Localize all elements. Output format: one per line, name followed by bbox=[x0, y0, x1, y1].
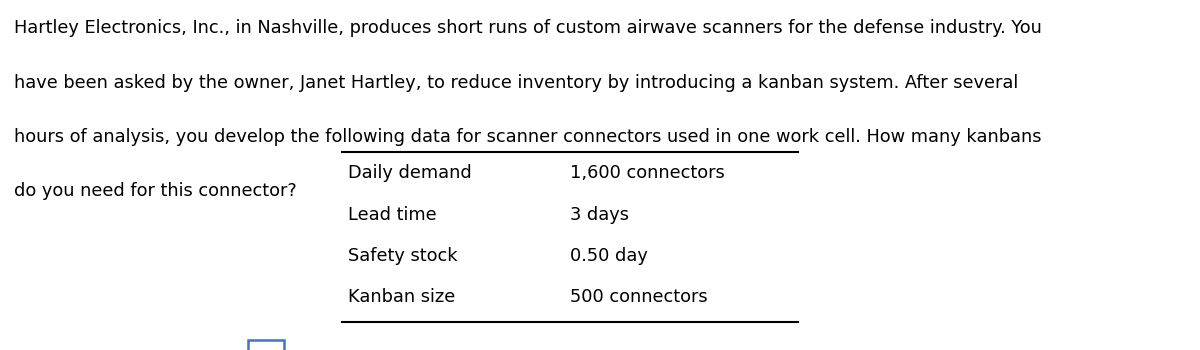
Text: Lead time: Lead time bbox=[348, 206, 437, 224]
Text: 500 connectors: 500 connectors bbox=[570, 288, 708, 306]
Text: do you need for this connector?: do you need for this connector? bbox=[14, 182, 298, 200]
Text: Hartley Electronics, Inc., in Nashville, produces short runs of custom airwave s: Hartley Electronics, Inc., in Nashville,… bbox=[14, 19, 1043, 37]
Text: Safety stock: Safety stock bbox=[348, 247, 457, 265]
FancyBboxPatch shape bbox=[248, 340, 284, 350]
Text: hours of analysis, you develop the following data for scanner connectors used in: hours of analysis, you develop the follo… bbox=[14, 128, 1042, 146]
Text: 3 days: 3 days bbox=[570, 206, 629, 224]
Text: Kanban size: Kanban size bbox=[348, 288, 455, 306]
Text: have been asked by the owner, Janet Hartley, to reduce inventory by introducing : have been asked by the owner, Janet Hart… bbox=[14, 74, 1019, 91]
Text: 1,600 connectors: 1,600 connectors bbox=[570, 164, 725, 182]
Text: Daily demand: Daily demand bbox=[348, 164, 472, 182]
Text: 0.50 day: 0.50 day bbox=[570, 247, 648, 265]
